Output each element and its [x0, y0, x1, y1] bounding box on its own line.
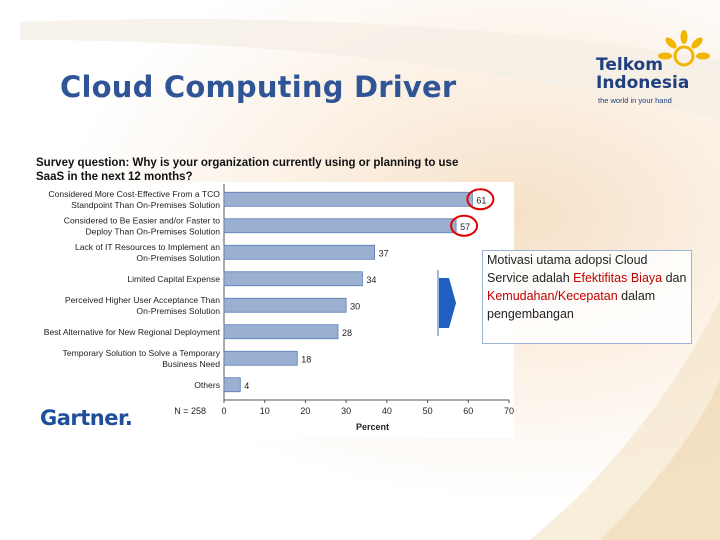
highlight-circle-1 [450, 214, 479, 237]
highlight-circle-0 [466, 188, 495, 211]
category-label-4-1: On-Premises Solution [136, 306, 220, 316]
callout-text-1: Motivasi utama adopsi Cloud Service adal… [487, 253, 648, 285]
bar-value-label-1: 57 [460, 222, 470, 232]
bar-value-label-4: 30 [350, 301, 360, 311]
category-label-7-0: Others [194, 380, 220, 390]
x-tick-label-5: 50 [423, 406, 433, 416]
callout-box: Motivasi utama adopsi Cloud Service adal… [482, 250, 692, 344]
category-label-2-0: Lack of IT Resources to Implement an [75, 242, 220, 252]
bar-0 [223, 191, 473, 207]
telkom-logo: Telkom Indonesia the world in your hand [596, 28, 716, 108]
category-label-0-0: Considered More Cost-Effective From a TC… [48, 189, 220, 199]
bar-7 [223, 377, 241, 393]
callout-text-2: dan [662, 271, 687, 285]
category-label-6-1: Business Need [162, 359, 220, 369]
category-label-0-1: Standpoint Than On-Premises Solution [71, 200, 220, 210]
bar-value-label-2: 37 [379, 248, 389, 258]
bar-value-label-0: 61 [476, 195, 486, 205]
x-tick-label-4: 40 [382, 406, 392, 416]
x-tick-label-7: 70 [504, 406, 514, 416]
bar-1 [223, 218, 457, 234]
bar-value-label-3: 34 [366, 275, 376, 285]
x-tick-label-6: 60 [463, 406, 473, 416]
logo-line1: Telkom [596, 55, 663, 75]
category-label-5-0: Best Alternative for New Regional Deploy… [44, 327, 221, 337]
logo-wordmark: Telkom Indonesia [596, 56, 689, 92]
logo-line2: Indonesia [596, 73, 690, 93]
x-tick-label-2: 20 [300, 406, 310, 416]
bar-3 [223, 271, 363, 287]
sample-size-label: N = 258 [174, 406, 206, 416]
bar-value-label-5: 28 [342, 328, 352, 338]
bar-6 [223, 350, 298, 366]
category-label-2-1: On-Premises Solution [136, 253, 220, 263]
survey-question: Survey question: Why is your organizatio… [36, 157, 459, 183]
x-tick-label-3: 30 [341, 406, 351, 416]
slide-title: Cloud Computing Driver [60, 70, 457, 104]
sun-icon [658, 30, 710, 67]
callout-text-3: dalam pengembangan [487, 289, 656, 321]
category-label-1-1: Deploy Than On-Premises Solution [85, 226, 220, 236]
bar-value-label-7: 4 [244, 381, 249, 391]
callout-highlight-2: Kemudahan/Kecepatan [487, 289, 618, 303]
bar-4 [223, 297, 347, 313]
bar-5 [223, 324, 339, 340]
gartner-logo: Gartner. [40, 406, 133, 430]
callout-highlight-1: Efektifitas Biaya [573, 271, 663, 285]
category-label-6-0: Temporary Solution to Solve a Temporary [63, 348, 221, 358]
bar-value-label-6: 18 [301, 354, 311, 364]
logo-tagline: the world in your hand [598, 96, 672, 105]
x-tick-label-1: 10 [260, 406, 270, 416]
x-tick-label-0: 0 [221, 406, 226, 416]
bar-2 [223, 244, 376, 260]
x-axis-label: Percent [356, 422, 389, 432]
category-label-1-0: Considered to Be Easier and/or Faster to [64, 215, 220, 225]
category-label-3-0: Limited Capital Expense [127, 274, 220, 284]
category-label-4-0: Perceived Higher User Acceptance Than [65, 295, 220, 305]
arrow-icon [437, 270, 456, 336]
